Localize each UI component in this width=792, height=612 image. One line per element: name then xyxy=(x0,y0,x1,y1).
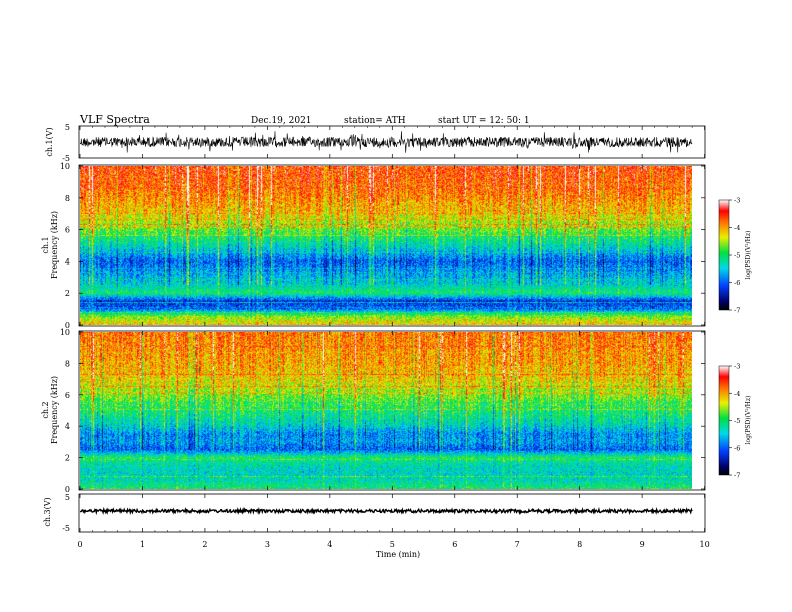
ch2-spectrogram-ylabel-frequency: Frequency (kHz) xyxy=(50,376,59,444)
ch1-waveform-trace xyxy=(79,131,693,153)
y-tick-label-0: 10 xyxy=(60,162,70,171)
ch1-waveform-frame xyxy=(78,125,706,159)
ch2-spectrogram-image xyxy=(80,332,692,489)
x-tick-label-3: 3 xyxy=(265,540,270,549)
y-tick-label-1: 8 xyxy=(65,359,70,368)
y-tick-label-2: 6 xyxy=(65,226,70,235)
colorbar-tick-label-2: -5 xyxy=(734,417,740,425)
x-tick-label-5: 5 xyxy=(390,540,395,549)
y-tick-label-5: 0 xyxy=(65,485,70,494)
x-tick-label-7: 7 xyxy=(515,540,520,549)
ch2-spectrogram-ylabel-channel: ch.2 xyxy=(41,401,50,418)
ch2-colorbar-ticks: -3 -4 -5 -6 -7 xyxy=(729,363,740,480)
ch1-spectrogram-ylabel-frequency: Frequency (kHz) xyxy=(50,211,59,279)
ch2-colorbar: -3 -4 -5 -6 -7 log(PSD)(V²/Hz) xyxy=(718,363,752,480)
time-axis-ticks: 0 1 2 3 4 5 6 7 8 9 10 xyxy=(77,126,710,549)
waveform-line xyxy=(79,506,693,516)
date-label: Dec.19, 2021 xyxy=(251,116,312,126)
colorbar-tick-label-0: -3 xyxy=(734,197,740,205)
ch3-waveform-trace xyxy=(79,506,693,516)
x-tick-label-8: 8 xyxy=(577,540,582,549)
y-tick-label-4: 2 xyxy=(65,289,70,298)
y-tick-label-1: 8 xyxy=(65,194,70,203)
ch1-waveform-panel: 5 -5 ch.1(V) xyxy=(45,123,706,163)
time-axis-label: Time (min) xyxy=(376,550,420,559)
x-tick-label-9: 9 xyxy=(640,540,645,549)
x-tick-label-6: 6 xyxy=(452,540,457,549)
ch1-colorbar-label: log(PSD)(V²/Hz) xyxy=(745,231,752,280)
ch1-ytick-bottom: -5 xyxy=(62,154,70,163)
colorbar-tick-label-4: -7 xyxy=(734,307,740,315)
colorbar-tick-label-0: -3 xyxy=(734,363,740,371)
ch1-ytick-top: 5 xyxy=(65,123,70,132)
y-tick-label-3: 4 xyxy=(65,422,70,431)
ch1-colorbar: -3 -4 -5 -6 -7 log(PSD)(V²/Hz) xyxy=(718,197,752,315)
ch2-spectrogram-yticks: 10 8 6 4 2 0 xyxy=(60,328,705,494)
y-tick-label-3: 4 xyxy=(65,257,70,266)
figure-title: VLF Spectra xyxy=(79,113,150,126)
colorbar-tick-label-3: -6 xyxy=(734,279,740,287)
ch2-colorbar-gradient xyxy=(718,365,730,476)
colorbar-tick-label-3: -6 xyxy=(734,444,740,452)
ch2-colorbar-label: log(PSD)(V²/Hz) xyxy=(745,396,752,445)
x-tick-label-1: 1 xyxy=(140,540,145,549)
y-tick-label-4: 2 xyxy=(65,454,70,463)
station-label: station= ATH xyxy=(344,116,406,126)
x-tick-label-4: 4 xyxy=(327,540,332,549)
x-tick-label-2: 2 xyxy=(202,540,207,549)
ch1-spectrogram-image xyxy=(80,166,692,325)
x-tick-label-10: 10 xyxy=(700,540,710,549)
ch3-ytick-top: 5 xyxy=(65,493,70,502)
y-tick-label-0: 10 xyxy=(60,328,70,337)
ch1-colorbar-gradient xyxy=(718,199,730,311)
y-tick-label-5: 0 xyxy=(65,321,70,330)
ch3-ytick-bottom: -5 xyxy=(62,524,70,533)
colorbar-tick-label-2: -5 xyxy=(734,252,740,260)
ch1-spectrogram-ylabel-channel: ch.1 xyxy=(41,236,50,253)
ch3-waveform-frame xyxy=(78,493,706,533)
colorbar-tick-label-1: -4 xyxy=(734,390,740,398)
ch1-waveform-ylabel: ch.1(V) xyxy=(45,127,54,156)
ch3-waveform-ylabel: ch.3(V) xyxy=(43,497,52,526)
ch3-waveform-panel: 5 -5 ch.3(V) xyxy=(43,493,706,533)
waveform-line xyxy=(79,131,693,153)
y-tick-label-2: 6 xyxy=(65,391,70,400)
colorbar-tick-label-4: -7 xyxy=(734,472,740,480)
ch2-spectrogram-panel: 10 8 6 4 2 0 ch.2 Frequency (kHz) xyxy=(41,328,706,494)
ch1-spectrogram-panel: 10 8 6 4 2 0 ch.1 Frequency (kHz) xyxy=(41,162,706,330)
start-ut-label: start UT = 12: 50: 1 xyxy=(438,116,530,126)
colorbar-tick-label-1: -4 xyxy=(734,224,740,232)
x-tick-label-0: 0 xyxy=(77,540,82,549)
ch1-colorbar-ticks: -3 -4 -5 -6 -7 xyxy=(729,197,740,315)
